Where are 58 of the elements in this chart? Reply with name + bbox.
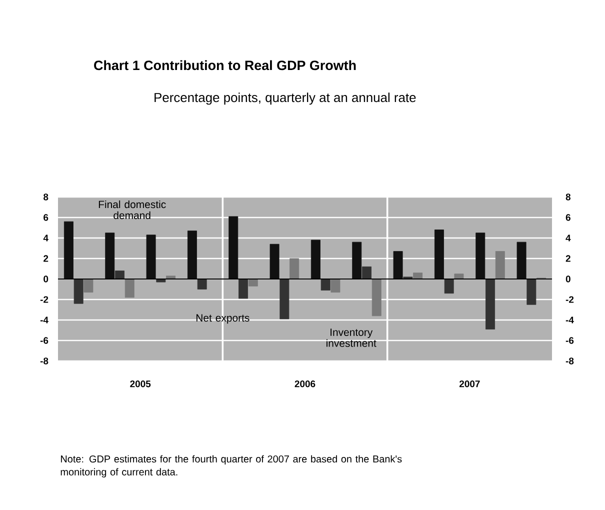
bar <box>476 232 486 280</box>
y2-tick-label: 8 <box>566 194 570 200</box>
bar <box>115 270 124 280</box>
y2-tick-label: 6 <box>566 214 570 221</box>
y-tick-label: 8 <box>44 194 48 200</box>
bar <box>187 230 197 280</box>
bar <box>280 278 290 320</box>
x-tick-label: 2007 <box>459 380 480 388</box>
bar <box>228 216 238 280</box>
bar <box>434 230 444 280</box>
chart-subtitle: Percentage points, quarterly at an annual rate <box>154 92 416 105</box>
bar <box>64 221 74 280</box>
bar <box>352 242 362 280</box>
series-label: Final domestic demand <box>98 200 166 220</box>
bar <box>516 242 526 280</box>
bar <box>105 232 115 280</box>
bar <box>270 244 280 280</box>
text: Note: GDP estimates for the fourth quarter of 2007 are based on the Bank's monitoring of current data. <box>60 455 402 478</box>
y-tick-label: -6 <box>40 337 48 344</box>
y2-tick-label: 0 <box>566 276 570 282</box>
y-tick-label: -4 <box>40 316 48 324</box>
series-label: Inventory investment <box>326 328 376 347</box>
y-tick-label: 6 <box>44 214 48 221</box>
bar <box>362 266 372 280</box>
bar <box>197 278 207 290</box>
chart-title: Chart 1 Contribution to Real GDP Growth <box>94 60 356 70</box>
y-tick-label: -2 <box>40 296 48 303</box>
series-label: Net exports <box>196 314 250 324</box>
bar <box>372 278 382 316</box>
bar <box>486 278 495 330</box>
bar <box>526 278 536 305</box>
bar <box>84 278 94 293</box>
x-tick-label: 2005 <box>130 380 151 388</box>
bar <box>495 251 505 280</box>
y-tick-label: -8 <box>40 358 48 364</box>
y2-tick-label: 4 <box>566 234 571 242</box>
bar <box>330 278 340 293</box>
bar <box>310 240 320 280</box>
bar <box>393 251 403 280</box>
y-tick-label: 0 <box>44 276 48 282</box>
bar <box>248 278 258 286</box>
y2-tick-label: -2 <box>566 296 574 303</box>
bar <box>74 278 84 304</box>
x-tick-label: 2006 <box>294 380 316 388</box>
y2-tick-label: -8 <box>566 358 574 364</box>
y-tick-label: 2 <box>44 255 48 262</box>
bar <box>290 258 300 280</box>
y2-tick-label: -4 <box>566 316 574 324</box>
bar <box>238 278 248 299</box>
bar <box>124 278 134 298</box>
bar <box>146 234 156 280</box>
y2-tick-label: -6 <box>566 337 574 344</box>
y2-tick-label: 2 <box>566 255 570 262</box>
bar <box>454 274 464 280</box>
bar <box>320 278 330 290</box>
bar <box>444 278 454 294</box>
y-tick-label: 4 <box>43 234 48 242</box>
bar <box>413 272 423 280</box>
